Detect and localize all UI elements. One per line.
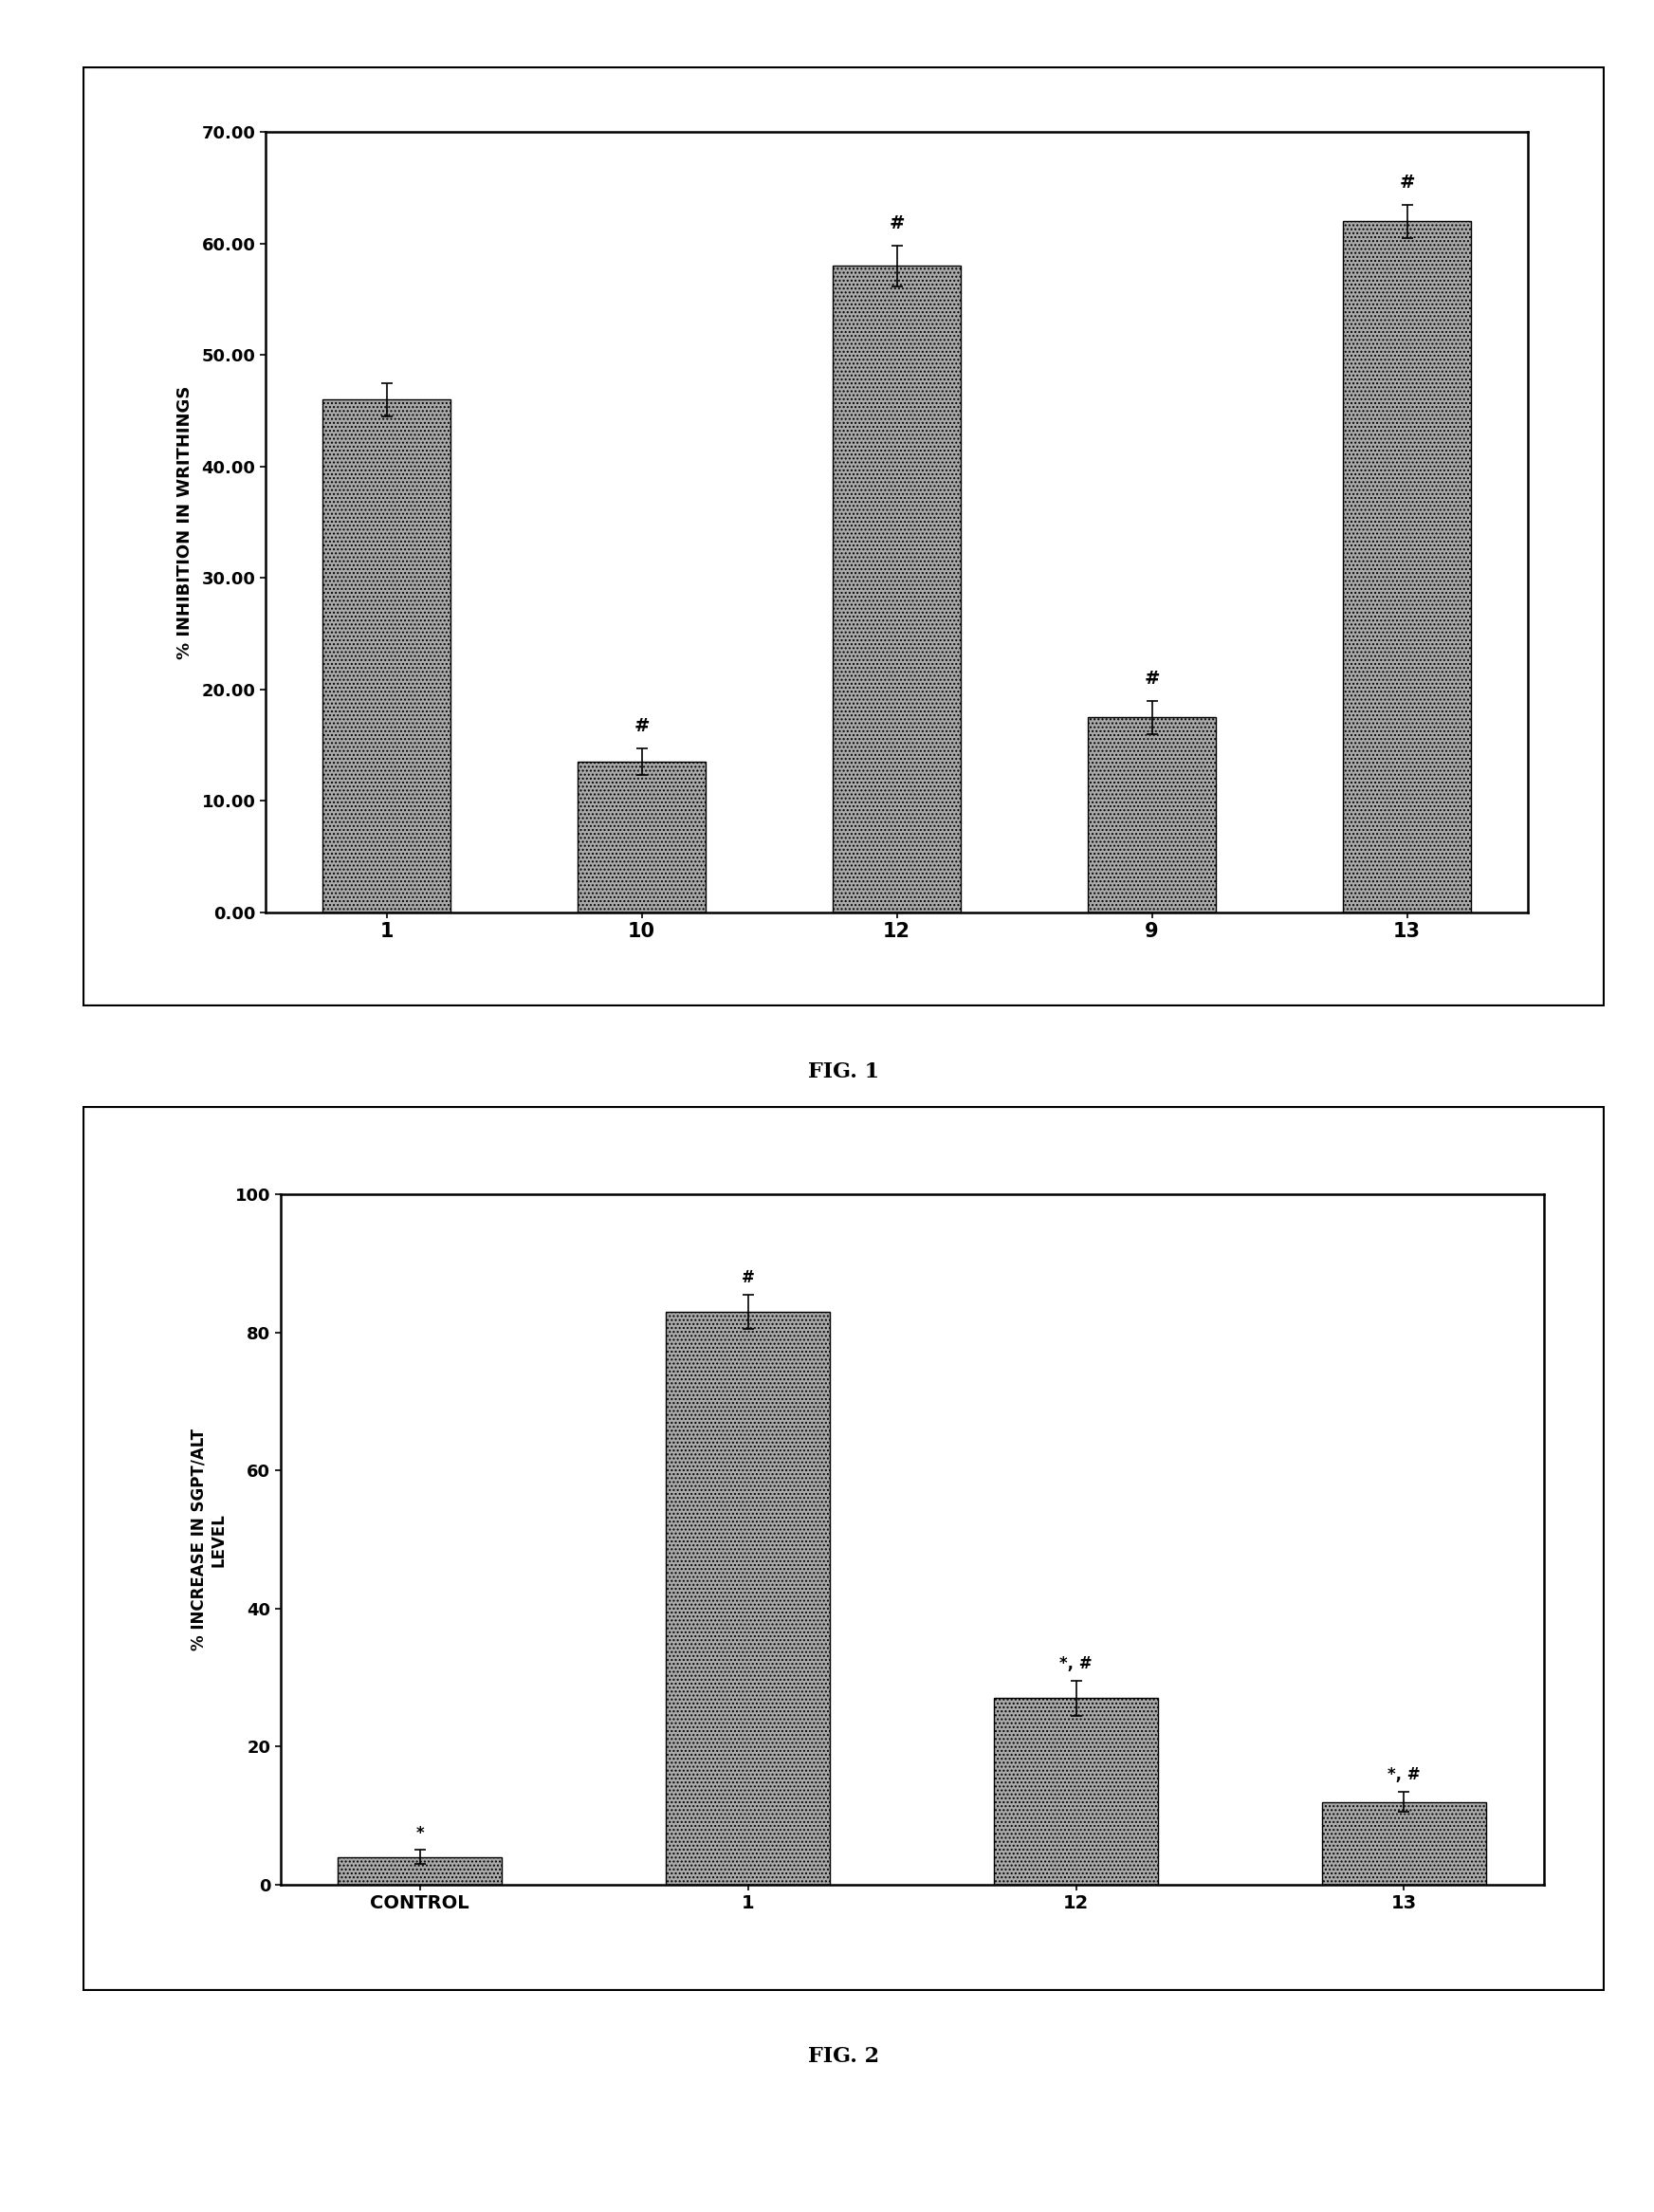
Text: #: # xyxy=(633,717,650,734)
Text: *, #: *, # xyxy=(1060,1655,1092,1672)
Bar xyxy=(1322,1803,1485,1885)
Text: #: # xyxy=(888,215,905,232)
Bar xyxy=(994,1699,1158,1885)
Text: #: # xyxy=(1399,173,1414,190)
Bar xyxy=(667,1312,830,1885)
Y-axis label: % INHIBITION IN WRITHINGS: % INHIBITION IN WRITHINGS xyxy=(177,385,194,659)
Text: #: # xyxy=(741,1270,754,1285)
Bar xyxy=(1343,221,1470,911)
Text: *, #: *, # xyxy=(1388,1765,1421,1783)
Text: *: * xyxy=(415,1825,423,1843)
Bar xyxy=(834,265,961,911)
Text: FIG. 2: FIG. 2 xyxy=(807,2046,880,2066)
Bar xyxy=(337,1858,501,1885)
Bar xyxy=(577,761,706,911)
Text: #: # xyxy=(1145,670,1159,688)
Bar xyxy=(1088,717,1216,911)
Bar xyxy=(323,400,450,911)
Y-axis label: % INCREASE IN SGPT/ALT
LEVEL: % INCREASE IN SGPT/ALT LEVEL xyxy=(190,1429,227,1650)
Text: FIG. 1: FIG. 1 xyxy=(807,1062,880,1082)
